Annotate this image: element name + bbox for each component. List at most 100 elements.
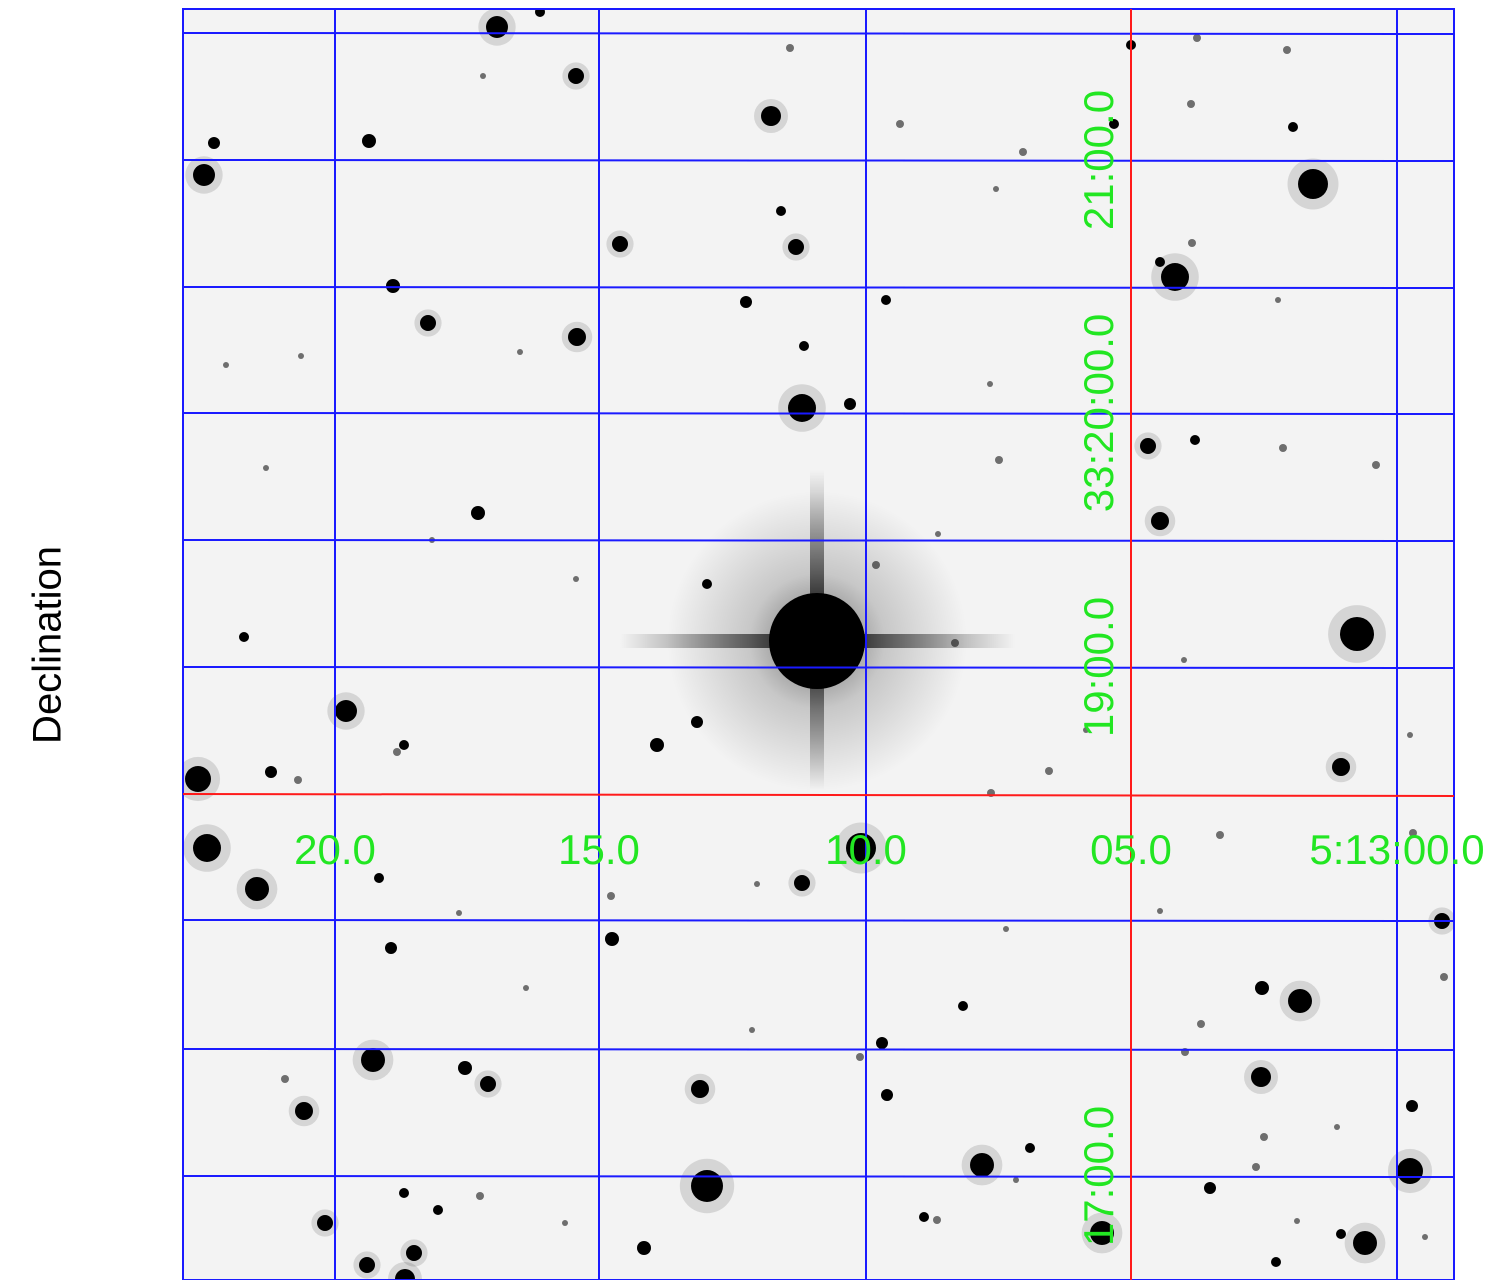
star [1288, 122, 1298, 132]
star [568, 328, 586, 346]
star [295, 1102, 313, 1120]
star [605, 932, 619, 946]
star [1019, 148, 1027, 156]
star [788, 394, 816, 422]
star [393, 748, 401, 756]
star [691, 1170, 723, 1202]
star [185, 766, 211, 792]
star [607, 892, 615, 900]
star [239, 632, 249, 642]
grid-frame [182, 8, 1455, 1280]
dec-grid-line [182, 412, 1455, 415]
star [1109, 119, 1119, 129]
dec-grid-line [182, 1175, 1455, 1178]
star [1294, 1218, 1300, 1224]
star [935, 531, 941, 537]
star [420, 315, 436, 331]
crosshair [182, 9, 1455, 1280]
dec-grid-line [182, 539, 1455, 542]
dec-grid-line [182, 286, 1455, 289]
dec-grid-line [182, 32, 1455, 35]
star [933, 1216, 941, 1224]
star [958, 1001, 968, 1011]
ra-tick-label: 5:13:00.0 [1309, 826, 1484, 873]
star [794, 875, 810, 891]
star [1279, 444, 1287, 452]
star [1440, 973, 1448, 981]
star [749, 1027, 755, 1033]
star [1025, 1143, 1035, 1153]
star [208, 137, 220, 149]
star [573, 576, 579, 582]
star [1161, 263, 1189, 291]
star [263, 465, 269, 471]
star [568, 68, 584, 84]
star [265, 766, 277, 778]
coordinate-grid [182, 8, 1455, 1280]
star [1155, 257, 1165, 267]
star [1216, 831, 1224, 839]
star [361, 1048, 385, 1072]
star [1157, 908, 1163, 914]
star [612, 236, 628, 252]
dec-grid-line [182, 919, 1455, 922]
star [317, 1215, 333, 1231]
dec-tick-label: 17:00.0 [1075, 1106, 1122, 1246]
star [987, 381, 993, 387]
star [1271, 1257, 1281, 1267]
dec-tick-label: 21:00.0 [1075, 90, 1122, 230]
star [406, 1245, 422, 1261]
star [1334, 1124, 1340, 1130]
star [896, 120, 904, 128]
star [480, 73, 486, 79]
star [523, 985, 529, 991]
star [1407, 732, 1413, 738]
star [691, 1080, 709, 1098]
star [881, 295, 891, 305]
star [799, 341, 809, 351]
star [1151, 512, 1169, 530]
star [395, 1269, 415, 1280]
ra-tick-label: 20.0 [294, 826, 376, 873]
star [480, 1076, 496, 1092]
dec-tick-label: 19:00.0 [1075, 597, 1122, 737]
star [786, 44, 794, 52]
star [776, 206, 786, 216]
star [281, 1075, 289, 1083]
star [1422, 1234, 1428, 1240]
star [1003, 926, 1009, 932]
star [919, 1212, 929, 1222]
coordinate-labels: 20.0 15.0 10.0 05.0 5:13:00.0 21:00.0 33:20:00… [294, 90, 1484, 1246]
star [1406, 1100, 1418, 1112]
star [476, 1192, 484, 1200]
star [1140, 438, 1156, 454]
star [1188, 239, 1196, 247]
star [650, 738, 664, 752]
star [876, 1037, 888, 1049]
star [754, 881, 760, 887]
star [993, 186, 999, 192]
star [1187, 100, 1195, 108]
star-field [183, 9, 1454, 1280]
star [456, 910, 462, 916]
star [1255, 981, 1269, 995]
star [374, 873, 384, 883]
star [1045, 767, 1053, 775]
dec-grid-line [182, 666, 1455, 669]
star [1340, 617, 1374, 651]
star [1090, 1221, 1114, 1245]
star [1252, 1163, 1260, 1171]
star [193, 834, 221, 862]
star [761, 106, 781, 126]
star [359, 1257, 375, 1273]
star [1372, 461, 1380, 469]
star [335, 700, 357, 722]
star [1409, 829, 1417, 837]
dec-grid-line [182, 1048, 1455, 1051]
star [1283, 46, 1291, 54]
star [1260, 1133, 1268, 1141]
star [433, 1205, 443, 1215]
star [399, 740, 409, 750]
star [386, 279, 400, 293]
star [1190, 435, 1200, 445]
